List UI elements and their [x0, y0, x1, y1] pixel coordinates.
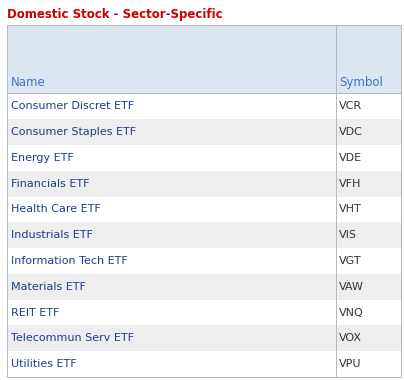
Text: VOX: VOX — [339, 333, 362, 343]
Text: Domestic Stock - Sector-Specific: Domestic Stock - Sector-Specific — [7, 8, 223, 21]
Text: VCR: VCR — [339, 101, 362, 111]
Text: Information Tech ETF: Information Tech ETF — [11, 256, 127, 266]
Text: Utilities ETF: Utilities ETF — [11, 359, 76, 369]
Text: Name: Name — [11, 76, 45, 89]
Text: Industrials ETF: Industrials ETF — [11, 230, 93, 240]
Text: Materials ETF: Materials ETF — [11, 282, 85, 292]
Text: VDC: VDC — [339, 127, 363, 137]
Text: VNQ: VNQ — [339, 307, 364, 318]
Text: VPU: VPU — [339, 359, 362, 369]
Text: Consumer Discret ETF: Consumer Discret ETF — [11, 101, 134, 111]
Text: VIS: VIS — [339, 230, 357, 240]
Text: Financials ETF: Financials ETF — [11, 179, 89, 188]
Text: VGT: VGT — [339, 256, 362, 266]
Text: REIT ETF: REIT ETF — [11, 307, 59, 318]
Text: Consumer Staples ETF: Consumer Staples ETF — [11, 127, 136, 137]
Text: VDE: VDE — [339, 153, 362, 163]
Text: VAW: VAW — [339, 282, 364, 292]
Text: VFH: VFH — [339, 179, 362, 188]
Text: Telecommun Serv ETF: Telecommun Serv ETF — [11, 333, 133, 343]
Text: VHT: VHT — [339, 204, 362, 214]
Text: Symbol: Symbol — [339, 76, 383, 89]
Text: Health Care ETF: Health Care ETF — [11, 204, 100, 214]
Text: Energy ETF: Energy ETF — [11, 153, 73, 163]
